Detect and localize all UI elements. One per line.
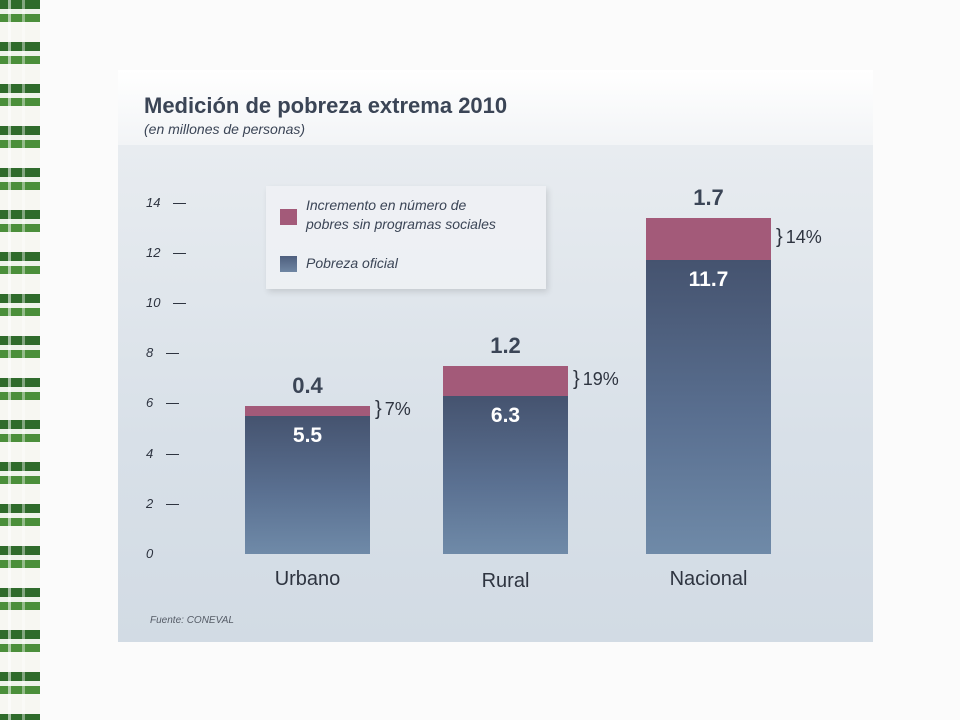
value-label-increment: 1.2 <box>490 332 521 358</box>
bar-segment-increment <box>646 217 771 261</box>
category-label: Nacional <box>669 568 748 590</box>
bar-segment-official <box>245 415 370 554</box>
category-label: Urbano <box>274 568 341 590</box>
percent-label: } 7% <box>375 397 411 420</box>
y-tick-label: 12 <box>146 245 196 260</box>
bar-rural <box>443 365 568 554</box>
legend: Incremento en número de pobres sin progr… <box>266 186 546 289</box>
bar-nacional <box>646 217 771 554</box>
bar-segment-increment <box>245 405 370 416</box>
y-tick-label: 6 <box>146 395 196 410</box>
legend-swatch-increment <box>280 209 297 225</box>
legend-label-increment: Incremento en número de pobres sin progr… <box>306 196 496 234</box>
title-background <box>118 70 873 145</box>
decorative-border <box>0 0 40 720</box>
percent-label: } 19% <box>573 367 619 390</box>
value-label-official: 5.5 <box>292 423 323 447</box>
y-tick-label: 0 <box>146 546 154 561</box>
y-tick-label: 2 <box>146 496 196 511</box>
chart-subtitle: (en millones de personas) <box>144 121 306 137</box>
value-label-increment: 0.4 <box>292 372 323 398</box>
value-label-increment: 1.7 <box>693 184 724 210</box>
chart-title: Medición de pobreza extrema 2010 <box>144 93 508 118</box>
y-tick-label: 4 <box>146 446 196 461</box>
category-label: Rural <box>481 570 530 592</box>
y-tick-label: 14 <box>146 195 196 210</box>
y-tick-label: 10 <box>146 295 196 310</box>
legend-label-increment-line1: Incremento en número de <box>306 197 467 213</box>
bar-segment-increment <box>443 365 568 396</box>
value-label-official: 6.3 <box>490 403 521 427</box>
legend-label-official: Pobreza oficial <box>306 255 398 271</box>
bar-segment-official <box>646 260 771 554</box>
bar-urbano <box>245 405 370 554</box>
bar-segment-official <box>443 395 568 554</box>
value-label-official: 11.7 <box>688 268 729 292</box>
percent-label: } 14% <box>776 225 822 248</box>
y-tick-label: 8 <box>146 345 196 360</box>
source-note: Fuente: CONEVAL <box>150 615 234 626</box>
legend-swatch-official <box>280 256 297 272</box>
legend-label-increment-line2: pobres sin programas sociales <box>306 216 496 232</box>
